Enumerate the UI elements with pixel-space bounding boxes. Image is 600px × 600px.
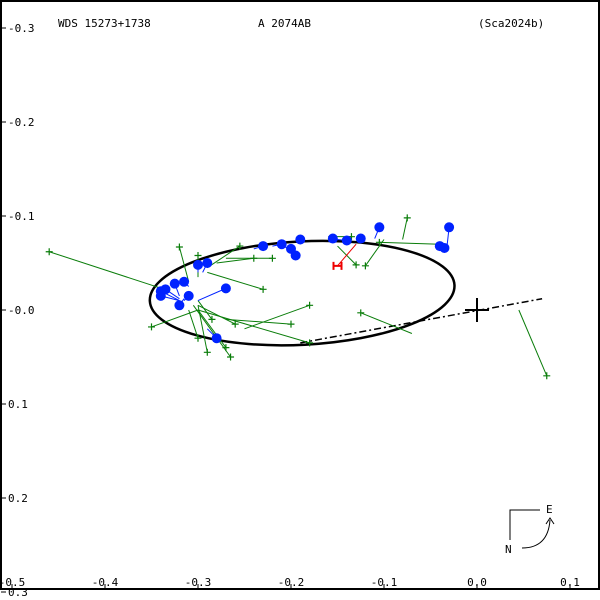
residual-line — [216, 257, 254, 264]
measure-point-plus — [306, 339, 314, 347]
measure-point-plus — [357, 309, 365, 317]
residual-line — [197, 309, 227, 348]
residual-line — [197, 304, 236, 325]
residual-line — [402, 217, 408, 240]
measure-point-circle — [444, 222, 455, 233]
x-tick-label: -0.1 — [371, 576, 398, 589]
y-tick-label: -0.2 — [8, 116, 35, 129]
measure-point-circle — [295, 234, 306, 245]
measure-point-circle — [276, 239, 287, 250]
residual-layer — [49, 217, 548, 376]
header-wds: WDS 15273+1738 — [58, 17, 151, 30]
measure-point-plus — [175, 243, 183, 251]
measure-point-plus — [287, 320, 295, 328]
measure-point-circle — [355, 233, 366, 244]
orbit-layer — [148, 239, 543, 347]
measure-point-circle — [193, 259, 203, 270]
measure-point-plus — [306, 301, 314, 309]
measure-point-circle — [183, 290, 194, 301]
measure-point-circle — [374, 222, 385, 233]
x-tick-label: -0.2 — [278, 576, 305, 589]
measure-point-plus — [250, 254, 258, 262]
measure-point-plus — [203, 348, 211, 356]
measure-point-circle — [211, 333, 222, 344]
measure-point-plus — [352, 261, 360, 269]
y-tick-label: -0.1 — [8, 210, 35, 223]
measure-point-plus — [45, 248, 53, 256]
compass-north-label: N — [505, 543, 512, 556]
line-of-nodes — [300, 297, 543, 344]
x-tick-label: 0.0 — [467, 576, 487, 589]
residual-line — [49, 251, 171, 292]
measure-point-circle — [169, 278, 180, 289]
y-tick-label: 0.1 — [8, 398, 28, 411]
measure-point-circle — [202, 258, 213, 268]
measure-point-plus — [148, 323, 155, 331]
measure-point-plus — [236, 242, 244, 250]
compass: E N — [505, 503, 555, 556]
y-tick-label: -0.0 — [8, 304, 35, 317]
measure-point-plus — [194, 334, 202, 342]
measure-point-plus — [194, 251, 202, 259]
measure-point-h — [332, 261, 343, 270]
measure-point-circle — [174, 300, 185, 311]
orbit-ellipse — [148, 239, 456, 347]
measure-point-plus — [375, 238, 383, 246]
residual-line — [207, 245, 241, 269]
residual-line — [192, 305, 231, 358]
measure-point-plus — [361, 262, 369, 270]
measure-point-plus — [543, 372, 551, 380]
compass-east-label: E — [546, 503, 553, 516]
y-axis-ticks: -0.3 -0.2 -0.1 -0.0 0.1 0.2 0.3 — [1, 22, 35, 599]
residual-line — [518, 309, 548, 376]
measure-point-plus — [222, 344, 230, 352]
measure-point-plus — [227, 353, 235, 361]
y-tick-label: 0.3 — [8, 586, 28, 599]
residual-line — [360, 312, 413, 334]
header-pair: A 2074AB — [258, 17, 311, 30]
measure-point-circle — [258, 241, 269, 252]
compass-arms — [509, 509, 540, 540]
compass-arrow — [521, 519, 551, 549]
residual-line — [197, 309, 310, 344]
measure-point-plus — [268, 254, 276, 262]
x-tick-label: -0.4 — [92, 576, 119, 589]
y-tick-label: 0.2 — [8, 492, 28, 505]
residual-line — [151, 309, 199, 328]
primary-star-marker — [465, 298, 489, 322]
x-tick-label: -0.5 — [0, 576, 25, 589]
marker-layer — [45, 214, 551, 380]
residual-line — [188, 309, 199, 339]
measure-point-circle — [290, 250, 301, 261]
residual-line — [244, 304, 310, 330]
measure-point-circle — [341, 235, 352, 246]
measure-point-plus — [231, 320, 239, 328]
residual-line — [207, 271, 264, 290]
x-axis-ticks: -0.5 -0.4 -0.3 -0.2 -0.1 0.0 0.1 — [0, 576, 580, 589]
residual-line — [225, 318, 292, 325]
measure-point-circle — [439, 242, 450, 253]
measure-point-plus — [403, 214, 411, 222]
measure-point-circle — [220, 283, 231, 294]
x-tick-label: -0.3 — [185, 576, 212, 589]
residual-line — [379, 241, 440, 245]
residual-line — [197, 287, 227, 302]
residual-line — [178, 246, 190, 282]
y-tick-label: -0.3 — [8, 22, 35, 35]
measure-point-plus — [208, 315, 216, 323]
residual-line — [197, 300, 213, 320]
measure-point-plus — [259, 285, 267, 293]
header-ref: (Sca2024b) — [478, 17, 544, 30]
residual-line — [364, 239, 385, 267]
measure-point-circle — [179, 276, 190, 287]
compass-arrowhead — [545, 517, 555, 525]
x-tick-label: 0.1 — [560, 576, 580, 589]
measure-point-circle — [160, 284, 171, 295]
measure-point-circle — [327, 233, 338, 244]
